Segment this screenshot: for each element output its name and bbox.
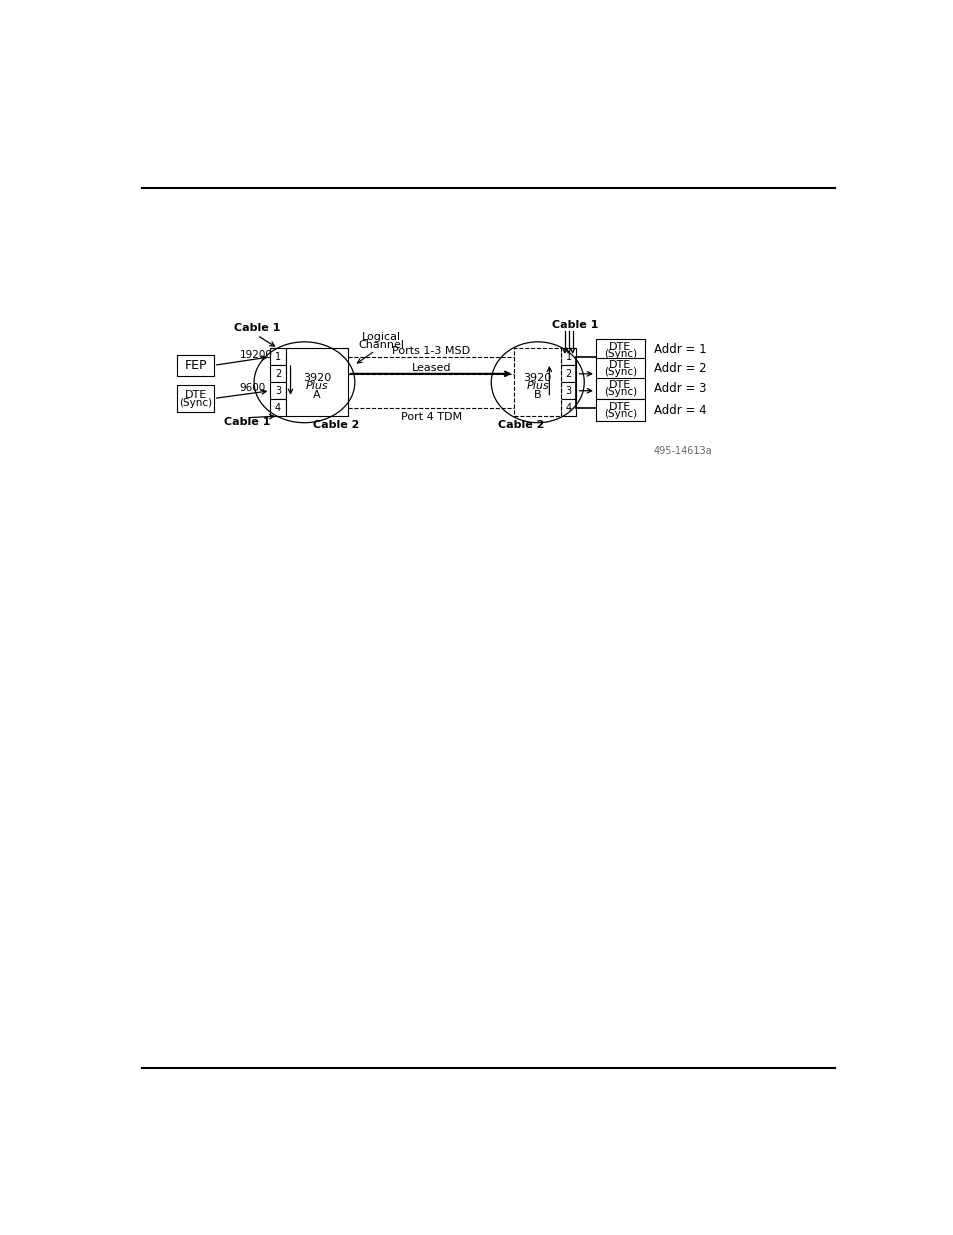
- Text: Plus: Plus: [526, 382, 549, 391]
- Bar: [596, 378, 644, 399]
- Text: FEP: FEP: [184, 359, 207, 372]
- Text: 2: 2: [274, 369, 281, 379]
- Text: 2: 2: [565, 369, 571, 379]
- Text: Addr = 1: Addr = 1: [654, 343, 706, 357]
- Text: Channel: Channel: [357, 341, 404, 351]
- Bar: [596, 340, 644, 361]
- Text: DTE: DTE: [609, 380, 631, 390]
- Text: 3920: 3920: [302, 373, 331, 383]
- Bar: [596, 399, 644, 421]
- Text: DTE: DTE: [609, 342, 631, 352]
- Text: DTE: DTE: [184, 389, 207, 400]
- Bar: [270, 383, 286, 399]
- Text: (Sync): (Sync): [603, 409, 637, 419]
- Text: Leased: Leased: [411, 363, 451, 373]
- Text: (Sync): (Sync): [603, 367, 637, 378]
- Text: Cable 2: Cable 2: [313, 420, 359, 431]
- Text: Cable 1: Cable 1: [224, 417, 270, 427]
- Text: 495-14613a: 495-14613a: [654, 446, 712, 456]
- Text: 3: 3: [565, 385, 571, 395]
- Text: A: A: [313, 390, 320, 400]
- Bar: [270, 399, 286, 416]
- Text: 4: 4: [274, 403, 281, 412]
- Text: Cable 2: Cable 2: [497, 420, 543, 431]
- Text: 1: 1: [565, 352, 571, 362]
- Bar: [177, 354, 213, 377]
- Bar: [177, 385, 213, 411]
- Bar: [560, 366, 576, 383]
- Text: Cable 1: Cable 1: [551, 320, 598, 330]
- Bar: [560, 383, 576, 399]
- Text: 3: 3: [274, 385, 281, 395]
- Bar: [270, 366, 286, 383]
- Text: 9600: 9600: [239, 383, 265, 394]
- Text: 19200: 19200: [239, 350, 272, 359]
- Text: 1: 1: [274, 352, 281, 362]
- Text: Ports 1-3 MSD: Ports 1-3 MSD: [392, 346, 470, 356]
- Bar: [596, 358, 644, 379]
- Text: Port 4 TDM: Port 4 TDM: [400, 412, 461, 422]
- Text: Addr = 4: Addr = 4: [654, 404, 706, 416]
- Text: Logical: Logical: [361, 332, 400, 342]
- Text: (Sync): (Sync): [603, 348, 637, 359]
- Text: Addr = 2: Addr = 2: [654, 362, 706, 375]
- Text: (Sync): (Sync): [179, 398, 212, 408]
- Text: DTE: DTE: [609, 361, 631, 370]
- Bar: [270, 348, 286, 366]
- Text: 4: 4: [565, 403, 571, 412]
- Bar: [560, 348, 576, 366]
- Text: 3920: 3920: [523, 373, 551, 383]
- Bar: [514, 348, 560, 416]
- Text: (Sync): (Sync): [603, 388, 637, 398]
- Text: Addr = 3: Addr = 3: [654, 382, 706, 395]
- Bar: [286, 348, 348, 416]
- Text: Cable 1: Cable 1: [233, 322, 280, 332]
- Text: DTE: DTE: [609, 401, 631, 411]
- Text: Plus: Plus: [305, 382, 328, 391]
- Text: B: B: [534, 390, 541, 400]
- Bar: [560, 399, 576, 416]
